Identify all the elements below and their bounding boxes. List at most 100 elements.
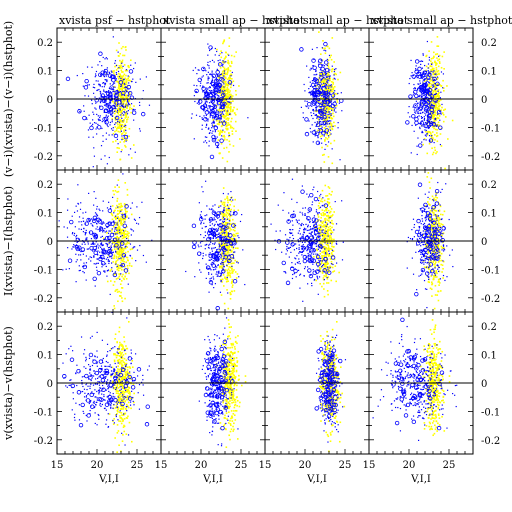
point-blue (98, 367, 103, 373)
point-yellow (118, 250, 120, 253)
point-blue (103, 253, 105, 255)
point-blue (222, 113, 224, 115)
point-yellow (112, 245, 115, 248)
point-yellow (120, 252, 123, 255)
point-blue (132, 108, 135, 111)
point-blue (121, 62, 123, 64)
point-blue (215, 349, 217, 351)
point-blue (85, 229, 87, 232)
point-blue (219, 253, 222, 255)
point-yellow (228, 381, 231, 384)
point-yellow (122, 232, 124, 235)
point-blue (121, 367, 123, 369)
point-blue (107, 221, 109, 224)
point-blue (193, 84, 195, 86)
point-blue (93, 155, 96, 157)
point-blue (213, 112, 215, 114)
point-blue (79, 254, 82, 256)
point-blue (125, 364, 127, 366)
point-blue (211, 381, 213, 383)
point-blue (112, 36, 114, 38)
point-blue (218, 377, 220, 380)
point-blue (217, 415, 220, 417)
point-yellow (223, 58, 226, 60)
point-blue (104, 227, 106, 230)
point-yellow (122, 277, 125, 280)
point-yellow (125, 433, 128, 435)
point-yellow (125, 121, 128, 123)
point-yellow (230, 54, 233, 57)
point-blue (223, 396, 225, 398)
point-yellow (232, 100, 234, 102)
point-yellow (225, 231, 228, 233)
point-blue (221, 112, 223, 114)
point-blue (99, 116, 101, 119)
point-yellow (125, 132, 127, 134)
point-blue (80, 202, 82, 204)
point-blue (214, 129, 216, 131)
point-yellow (318, 87, 321, 89)
point-yellow (230, 326, 232, 328)
point-yellow (112, 225, 115, 228)
point-yellow (113, 93, 115, 95)
point-blue (113, 370, 115, 372)
point-yellow (122, 354, 125, 356)
point-blue (206, 405, 208, 407)
point-blue (65, 353, 67, 355)
point-blue (217, 102, 219, 104)
point-blue (223, 224, 225, 226)
point-blue (127, 103, 129, 105)
point-yellow (218, 122, 220, 124)
point-blue (118, 372, 123, 378)
point-yellow (235, 369, 238, 372)
point-yellow (333, 85, 336, 88)
point-yellow (121, 132, 124, 135)
point-yellow (114, 186, 116, 188)
point-yellow (120, 357, 123, 360)
point-blue (106, 275, 108, 277)
point-blue (202, 75, 204, 77)
point-blue (220, 73, 223, 75)
point-blue (213, 122, 215, 124)
point-blue (214, 345, 216, 347)
point-blue (215, 407, 220, 412)
point-yellow (116, 412, 118, 415)
point-blue (222, 391, 224, 393)
point-yellow (231, 78, 233, 80)
point-blue (227, 235, 229, 237)
point-blue (223, 70, 226, 72)
point-yellow (118, 228, 120, 231)
point-yellow (233, 410, 235, 412)
point-blue (112, 395, 114, 398)
point-blue (209, 60, 211, 63)
point-yellow (110, 375, 112, 378)
point-blue (213, 139, 215, 141)
point-yellow (114, 130, 116, 133)
point-yellow (233, 406, 236, 409)
point-yellow (228, 391, 230, 394)
point-blue (216, 112, 218, 114)
point-blue (226, 249, 228, 251)
point-blue (124, 389, 127, 392)
point-yellow (233, 383, 236, 386)
point-yellow (225, 214, 228, 216)
point-blue (210, 392, 212, 394)
point-yellow (120, 408, 123, 410)
point-blue (62, 374, 67, 379)
point-yellow (228, 387, 230, 389)
point-yellow (226, 88, 228, 91)
point-blue (210, 230, 212, 232)
point-yellow (123, 232, 126, 234)
point-blue (199, 214, 202, 216)
point-blue (203, 106, 205, 108)
point-yellow (228, 102, 231, 105)
point-yellow (227, 214, 230, 216)
point-blue (225, 317, 228, 319)
point-yellow (116, 288, 119, 291)
point-yellow (129, 248, 132, 251)
point-yellow (324, 78, 326, 81)
point-blue (204, 136, 207, 138)
point-blue (66, 227, 69, 229)
point-blue (131, 390, 133, 392)
point-yellow (233, 428, 235, 431)
